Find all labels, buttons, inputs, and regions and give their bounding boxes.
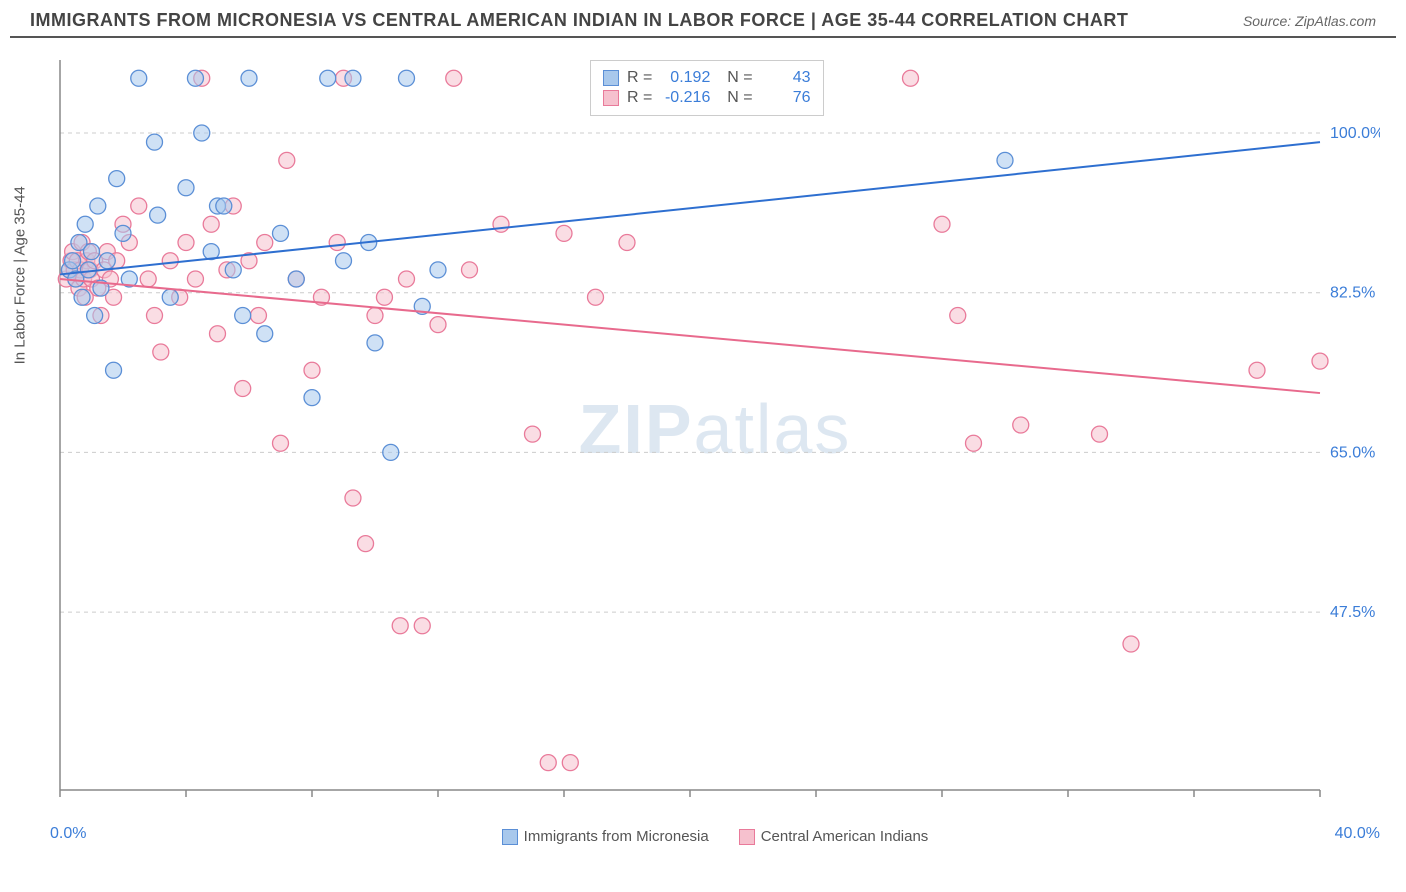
legend-label-0: Immigrants from Micronesia — [524, 828, 709, 845]
stats-row-1: R = -0.216 N = 76 — [603, 89, 811, 107]
stat-n-label-0: N = — [718, 69, 752, 87]
stat-r-label-0: R = — [627, 69, 652, 87]
stats-box: R = 0.192 N = 43 R = -0.216 N = 76 — [590, 60, 824, 116]
x-min-label: 0.0% — [50, 825, 86, 843]
legend-label-1: Central American Indians — [761, 828, 929, 845]
stat-r-val-1: -0.216 — [660, 89, 710, 107]
stats-row-0: R = 0.192 N = 43 — [603, 69, 811, 87]
svg-text:47.5%: 47.5% — [1330, 604, 1375, 621]
stat-r-label-1: R = — [627, 89, 652, 107]
stat-r-val-0: 0.192 — [660, 69, 710, 87]
svg-text:65.0%: 65.0% — [1330, 444, 1375, 461]
svg-text:100.0%: 100.0% — [1330, 125, 1380, 142]
legend-bottom: Immigrants from Micronesia Central Americ… — [50, 828, 1380, 845]
stat-n-label-1: N = — [718, 89, 752, 107]
legend-item-1: Central American Indians — [739, 828, 929, 845]
chart-area: In Labor Force | Age 35-44 ZIPatlas 100.… — [50, 50, 1380, 840]
chart-title: IMMIGRANTS FROM MICRONESIA VS CENTRAL AM… — [30, 10, 1128, 31]
legend-swatch-1 — [739, 829, 755, 845]
legend-swatch-0 — [502, 829, 518, 845]
legend-item-0: Immigrants from Micronesia — [502, 828, 709, 845]
stat-n-val-0: 43 — [761, 69, 811, 87]
stats-swatch-0 — [603, 70, 619, 86]
stat-n-val-1: 76 — [761, 89, 811, 107]
scatter-plot: 100.0% 82.5% 65.0% 47.5% — [50, 50, 1380, 840]
source-label: Source: ZipAtlas.com — [1243, 13, 1376, 29]
stats-swatch-1 — [603, 90, 619, 106]
svg-text:82.5%: 82.5% — [1330, 285, 1375, 302]
y-axis-label: In Labor Force | Age 35-44 — [12, 186, 29, 364]
x-max-label: 40.0% — [1335, 825, 1380, 843]
